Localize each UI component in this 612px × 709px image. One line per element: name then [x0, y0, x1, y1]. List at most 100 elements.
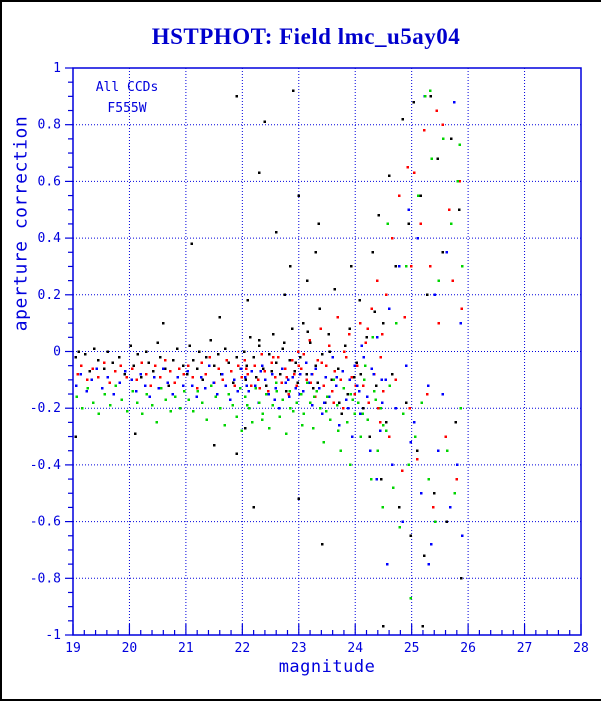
data-point — [131, 367, 134, 370]
data-point — [173, 381, 176, 384]
data-point — [267, 392, 271, 396]
data-point — [278, 415, 281, 418]
data-point — [406, 166, 409, 169]
data-point — [179, 406, 182, 410]
data-point — [359, 435, 363, 438]
data-point — [136, 401, 139, 404]
data-point — [168, 370, 172, 373]
data-point — [214, 395, 218, 399]
data-point — [360, 344, 364, 348]
data-point — [259, 370, 263, 373]
data-point — [398, 194, 401, 197]
data-point — [224, 384, 228, 387]
data-point — [191, 375, 194, 379]
x-tick-label: 26 — [460, 641, 476, 656]
data-point — [458, 180, 461, 183]
axis-ticks — [65, 67, 582, 636]
data-point — [95, 367, 98, 370]
data-point — [314, 364, 317, 367]
data-point — [306, 381, 309, 384]
data-point — [302, 321, 305, 325]
data-point — [200, 361, 203, 365]
data-point — [233, 384, 237, 387]
data-point — [74, 355, 78, 359]
data-point — [361, 412, 364, 416]
data-point — [350, 375, 354, 379]
data-point — [312, 395, 316, 399]
data-point — [278, 372, 282, 376]
data-point — [445, 520, 448, 523]
data-point — [387, 174, 391, 177]
data-point — [338, 424, 341, 427]
data-point — [343, 344, 347, 348]
data-point — [426, 293, 429, 297]
data-point — [339, 378, 342, 382]
data-point — [247, 406, 251, 410]
series-ccd-green — [75, 89, 464, 600]
data-point — [103, 392, 106, 396]
y-tick-label: -0.8 — [30, 571, 61, 586]
data-point — [356, 401, 360, 404]
data-point — [118, 355, 121, 359]
data-point — [243, 358, 246, 362]
data-point — [181, 384, 185, 387]
data-point — [225, 358, 228, 362]
data-point — [188, 344, 192, 348]
data-point — [299, 355, 302, 359]
data-point — [344, 355, 348, 359]
data-point — [417, 194, 420, 197]
data-point — [332, 401, 335, 404]
data-point — [196, 389, 199, 393]
data-point — [404, 265, 408, 268]
y-tick-label: 0.8 — [38, 118, 61, 133]
data-point — [245, 384, 249, 387]
data-point — [235, 355, 238, 359]
data-point — [270, 361, 273, 365]
data-point — [74, 435, 78, 438]
data-point — [236, 389, 240, 393]
data-point — [429, 265, 432, 268]
data-point — [305, 372, 308, 376]
x-tick-label: 19 — [65, 641, 81, 656]
data-point — [441, 392, 444, 396]
data-point — [394, 265, 398, 268]
data-point — [209, 338, 212, 342]
data-point — [461, 265, 464, 268]
data-point — [375, 477, 378, 481]
data-point — [308, 341, 312, 345]
plot-border — [72, 67, 582, 636]
data-point — [408, 406, 412, 410]
data-point — [385, 429, 388, 433]
data-point — [297, 194, 300, 197]
data-point — [319, 406, 322, 410]
data-point — [90, 378, 93, 382]
data-point — [460, 307, 464, 311]
data-point — [195, 367, 199, 370]
data-point — [268, 353, 271, 356]
data-point — [268, 426, 271, 430]
data-point — [263, 120, 267, 124]
data-point — [136, 353, 140, 356]
data-point — [212, 364, 216, 367]
data-point — [381, 401, 384, 404]
x-tick-label: 21 — [178, 641, 194, 656]
data-point — [337, 429, 340, 433]
data-point — [459, 321, 462, 325]
data-point — [330, 378, 333, 382]
data-point — [154, 364, 157, 367]
data-point — [166, 381, 170, 384]
data-point — [159, 387, 163, 390]
data-point — [351, 398, 355, 401]
y-tick-label: 0.4 — [38, 231, 62, 246]
data-point — [445, 251, 448, 254]
data-point — [376, 279, 379, 282]
data-point — [362, 355, 365, 359]
data-point — [307, 381, 311, 384]
data-point — [294, 387, 298, 390]
data-point — [277, 406, 281, 410]
data-point — [123, 372, 127, 376]
data-point — [304, 361, 308, 365]
data-point — [413, 435, 417, 438]
data-point — [79, 372, 83, 376]
